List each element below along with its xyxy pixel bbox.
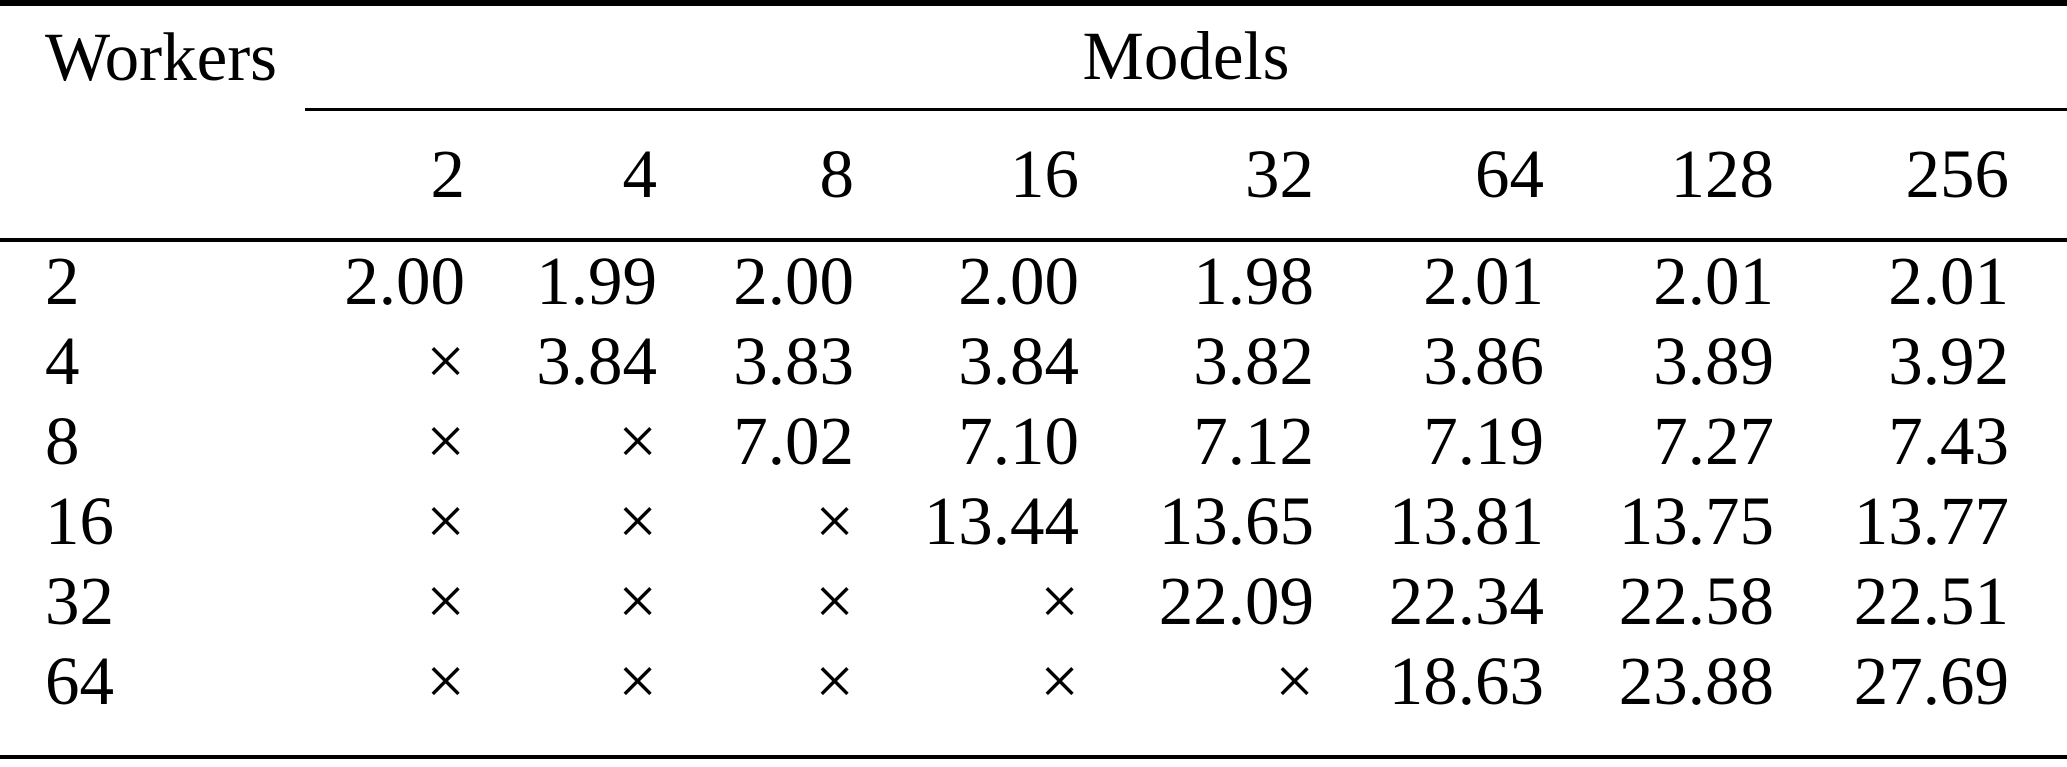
value-cell: 22.34	[1388, 562, 1544, 639]
value-cell: 7.27	[1653, 402, 1774, 479]
table-header-group-row: Workers Models	[0, 3, 2067, 111]
models-group-header: Models	[305, 3, 2067, 111]
value-cell: 22.51	[1853, 562, 2009, 639]
value-cell: 7.02	[733, 402, 854, 479]
value-cell: 2.01	[1423, 243, 1544, 319]
column-header-2: 2	[305, 109, 465, 242]
workers-header: Workers	[45, 19, 278, 95]
value-cell: 7.12	[1193, 402, 1314, 479]
table-row: 16 × × × 13.44 13.65 13.81 13.75 13.77	[0, 481, 2067, 561]
na-cell: ×	[426, 322, 465, 399]
value-cell: 13.77	[1853, 482, 2009, 559]
value-cell: 2.00	[958, 243, 1079, 319]
na-cell: ×	[618, 402, 657, 479]
column-header-128: 128	[1544, 109, 1774, 242]
na-cell: ×	[618, 642, 657, 719]
value-cell: 13.81	[1388, 482, 1544, 559]
na-cell: ×	[1275, 642, 1314, 719]
value-cell: 22.09	[1158, 562, 1314, 639]
column-header-256: 256	[1774, 109, 2067, 242]
blank-corner-cell	[0, 109, 305, 242]
value-cell: 13.44	[923, 482, 1079, 559]
table-row: 32 × × × × 22.09 22.34 22.58 22.51	[0, 561, 2067, 641]
bottom-spacer-row	[0, 721, 2067, 757]
value-cell: 3.84	[536, 322, 657, 399]
value-cell: 3.84	[958, 322, 1079, 399]
value-cell: 3.82	[1193, 322, 1314, 399]
table-column-header-row: 2 4 8 16 32 64 128 256	[0, 109, 2067, 242]
value-cell: 3.86	[1423, 322, 1544, 399]
value-cell: 22.58	[1618, 562, 1774, 639]
value-cell: 3.89	[1653, 322, 1774, 399]
row-label: 32	[45, 562, 114, 639]
na-cell: ×	[1040, 562, 1079, 639]
row-label: 4	[45, 322, 80, 399]
na-cell: ×	[426, 482, 465, 559]
row-label: 2	[45, 243, 80, 319]
na-cell: ×	[815, 562, 854, 639]
na-cell: ×	[426, 562, 465, 639]
na-cell: ×	[618, 482, 657, 559]
row-label: 8	[45, 402, 80, 479]
value-cell: 13.65	[1158, 482, 1314, 559]
value-cell: 2.00	[344, 243, 465, 319]
na-cell: ×	[1040, 642, 1079, 719]
value-cell: 13.75	[1618, 482, 1774, 559]
value-cell: 7.43	[1888, 402, 2009, 479]
value-cell: 2.01	[1888, 243, 2009, 319]
na-cell: ×	[618, 562, 657, 639]
value-cell: 2.00	[733, 243, 854, 319]
table-row: 8 × × 7.02 7.10 7.12 7.19 7.27 7.43	[0, 401, 2067, 481]
row-label: 16	[45, 482, 114, 559]
na-cell: ×	[815, 642, 854, 719]
value-cell: 18.63	[1388, 642, 1544, 719]
value-cell: 7.19	[1423, 402, 1544, 479]
value-cell: 1.99	[536, 243, 657, 319]
table-row: 4 × 3.84 3.83 3.84 3.82 3.86 3.89 3.92	[0, 321, 2067, 401]
na-cell: ×	[426, 402, 465, 479]
na-cell: ×	[815, 482, 854, 559]
value-cell: 1.98	[1193, 243, 1314, 319]
column-header-4: 4	[465, 109, 657, 242]
value-cell: 2.01	[1653, 243, 1774, 319]
na-cell: ×	[426, 642, 465, 719]
column-header-8: 8	[657, 109, 854, 242]
spacer-cell	[0, 721, 2067, 757]
column-header-32: 32	[1079, 109, 1314, 242]
table-row: 2 2.00 1.99 2.00 2.00 1.98 2.01 2.01 2.0…	[0, 240, 2067, 321]
table-row: 64 × × × × × 18.63 23.88 27.69	[0, 641, 2067, 721]
column-header-64: 64	[1314, 109, 1544, 242]
row-label: 64	[45, 642, 114, 719]
column-header-16: 16	[854, 109, 1079, 242]
value-cell: 27.69	[1853, 642, 2009, 719]
value-cell: 3.92	[1888, 322, 2009, 399]
value-cell: 3.83	[733, 322, 854, 399]
value-cell: 23.88	[1618, 642, 1774, 719]
value-cell: 7.10	[958, 402, 1079, 479]
